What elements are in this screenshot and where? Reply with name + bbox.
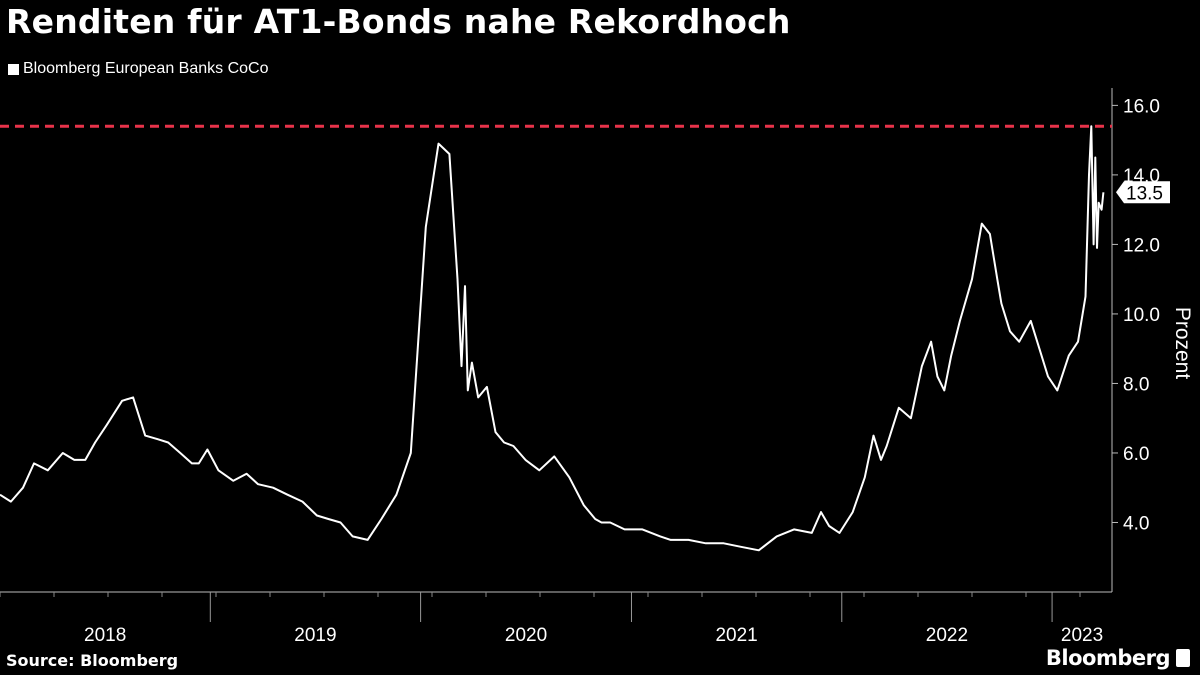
- y-tick-label: 16.0: [1123, 96, 1160, 117]
- bloomberg-terminal-icon: [1176, 649, 1190, 667]
- last-value-label: 13.5: [1126, 183, 1163, 204]
- source-note: Source: Bloomberg: [6, 651, 179, 670]
- y-tick-label: 6.0: [1123, 444, 1149, 465]
- x-tick-label: 2023: [1061, 625, 1103, 646]
- legend: Bloomberg European Banks CoCo: [8, 60, 268, 78]
- legend-swatch: [8, 63, 19, 75]
- brand-logo: Bloomberg: [1046, 646, 1190, 670]
- x-tick-label: 2019: [294, 625, 336, 646]
- y-tick-label: 8.0: [1123, 374, 1149, 395]
- y-tick-label: 10.0: [1123, 305, 1160, 326]
- series-line: [0, 125, 1105, 552]
- y-tick-label: 4.0: [1123, 513, 1149, 534]
- chart-title: Renditen für AT1-Bonds nahe Rekordhoch: [6, 2, 791, 41]
- series-group: [0, 125, 1105, 552]
- brand-name: Bloomberg: [1045, 646, 1171, 670]
- x-axis: 2018 2019 2020 2021 2022 2023: [0, 591, 1112, 646]
- y-axis-label: Prozent: [1171, 307, 1194, 380]
- x-tick-label: 2018: [84, 625, 126, 646]
- last-value-flag: [1116, 181, 1170, 204]
- x-tick-label: 2020: [505, 625, 547, 646]
- x-tick-label: 2021: [715, 625, 757, 646]
- y-axis: 4.06.08.010.012.014.016.0: [1111, 88, 1160, 592]
- x-tick-label: 2022: [926, 625, 968, 646]
- last-value-callout: 13.5: [1116, 181, 1170, 204]
- y-tick-label: 12.0: [1123, 235, 1160, 256]
- legend-series-label: Bloomberg European Banks CoCo: [23, 60, 269, 77]
